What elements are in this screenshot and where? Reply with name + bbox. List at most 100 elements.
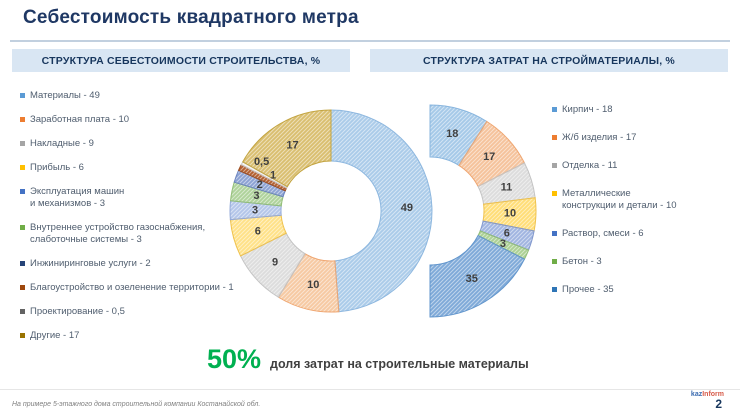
legend-item-label: Внутреннее устройство газоснабжения, сла… xyxy=(30,222,206,245)
footer-divider xyxy=(0,389,740,390)
donut-slice-hatch xyxy=(458,121,525,187)
legend-item: Материалы - 49 xyxy=(20,90,246,102)
donut-slice-hatch xyxy=(242,110,331,187)
donut-slice-hatch xyxy=(234,170,286,197)
legend-item: Прибыль - 6 xyxy=(20,162,246,174)
legend-item: Другие - 17 xyxy=(20,330,246,342)
left-panel-header-label: СТРУКТУРА СЕБЕСТОИМОСТИ СТРОИТЕЛЬСТВА, % xyxy=(41,54,321,67)
donut-slice-hatch xyxy=(229,200,282,220)
legend-marker-icon xyxy=(20,225,25,230)
slice-value-label: 17 xyxy=(286,140,298,152)
logo-part-inform: Inform xyxy=(702,391,724,398)
legend-marker-icon xyxy=(20,117,25,122)
legend-item: Заработная плата - 10 xyxy=(20,114,246,126)
slice-value-label: 11 xyxy=(501,182,513,194)
key-figure-callout: 50% доля затрат на строительные материал… xyxy=(207,344,529,375)
legend-item-label: Эксплуатация машин и механизмов - 3 xyxy=(30,186,125,209)
legend-item-label: Прибыль - 6 xyxy=(30,162,84,173)
donut-slice-hatch xyxy=(230,182,284,206)
donut-slice-hatch xyxy=(478,162,536,205)
legend-marker-icon xyxy=(552,287,557,292)
slice-value-label: 6 xyxy=(255,226,261,238)
slice-value-label: 35 xyxy=(466,273,478,285)
legend-item: Проектирование - 0,5 xyxy=(20,306,246,318)
legend-marker-icon xyxy=(552,135,557,140)
legend-marker-icon xyxy=(20,285,25,290)
legend-item: Эксплуатация машин и механизмов - 3 xyxy=(20,186,246,210)
right-panel-header: СТРУКТУРА ЗАТРАТ НА СТРОЙМАТЕРИАЛЫ, % xyxy=(370,49,728,72)
legend-item-label: Прочее - 35 xyxy=(562,284,614,295)
kazinform-logo: kazInform xyxy=(691,391,724,398)
legend-item-label: Материалы - 49 xyxy=(30,90,100,101)
legend-item: Раствор, смеси - 6 xyxy=(552,228,734,240)
legend-item: Прочее - 35 xyxy=(552,284,734,296)
donut-slice-hatch xyxy=(430,235,525,317)
donut-slice-border xyxy=(242,109,332,188)
legend-item-label: Бетон - 3 xyxy=(562,256,602,267)
legend-item-label: Накладные - 9 xyxy=(30,138,94,149)
donut-slice-hatch xyxy=(483,197,536,231)
footnote: На примере 5-этажного дома строительной … xyxy=(12,401,261,408)
cost-structure-legend: Материалы - 49 Заработная плата - 10 Нак… xyxy=(20,90,246,354)
legend-item-label: Кирпич - 18 xyxy=(562,104,613,115)
legend-item-label: Металлические конструкции и детали - 10 xyxy=(562,188,677,211)
page-number: 2 xyxy=(715,397,722,411)
materials-cost-half-donut: 18 17 11 10 63 35 xyxy=(429,104,537,318)
legend-marker-icon xyxy=(20,333,25,338)
legend-item: Накладные - 9 xyxy=(20,138,246,150)
slice-value-label: 18 xyxy=(446,128,458,140)
legend-marker-icon xyxy=(552,231,557,236)
legend-item: Металлические конструкции и детали - 10 xyxy=(552,188,734,212)
legend-item-label: Раствор, смеси - 6 xyxy=(562,228,644,239)
key-figure-value: 50% xyxy=(207,344,262,374)
legend-marker-icon xyxy=(20,165,25,170)
legend-item: Бетон - 3 xyxy=(552,256,734,268)
donut-slice-hatch xyxy=(240,233,305,298)
donut-slice-hatch xyxy=(278,253,339,312)
legend-item-label: Проектирование - 0,5 xyxy=(30,306,125,317)
right-panel-header-label: СТРУКТУРА ЗАТРАТ НА СТРОЙМАТЕРИАЛЫ, % xyxy=(423,54,675,67)
slice-value-label: 3 xyxy=(500,238,506,250)
slice-value-label: 3 xyxy=(253,190,259,202)
legend-item-label: Благоустройство и озеленение территории … xyxy=(30,282,234,293)
legend-marker-icon xyxy=(552,163,557,168)
legend-marker-icon xyxy=(20,261,25,266)
slice-value-label: 10 xyxy=(504,208,516,220)
legend-item: Ж/б изделия - 17 xyxy=(552,132,734,144)
page-title: Себестоимость квадратного метра xyxy=(23,7,359,28)
legend-item-label: Заработная плата - 10 xyxy=(30,114,130,125)
slice-value-label: 2 xyxy=(257,179,263,191)
donut-slice-border xyxy=(429,234,526,318)
donut-slice-hatch xyxy=(430,105,487,166)
legend-item: Кирпич - 18 xyxy=(552,104,734,116)
legend-marker-icon xyxy=(20,309,25,314)
slice-value-label: 10 xyxy=(307,279,319,291)
legend-marker-icon xyxy=(20,141,25,146)
donut-slice-hatch xyxy=(230,215,287,256)
legend-marker-icon xyxy=(552,259,557,264)
legend-item-label: Ж/б изделия - 17 xyxy=(562,132,637,143)
slice-value-label: 1 xyxy=(270,169,276,181)
legend-item: Инжиниринговые услуги - 2 xyxy=(20,258,246,270)
legend-item: Отделка - 11 xyxy=(552,160,734,172)
legend-marker-icon xyxy=(20,189,25,194)
legend-marker-icon xyxy=(552,191,557,196)
legend-item-label: Инжиниринговые услуги - 2 xyxy=(30,258,151,269)
slice-value-label: 17 xyxy=(483,151,495,163)
left-panel-header: СТРУКТУРА СЕБЕСТОИМОСТИ СТРОИТЕЛЬСТВА, % xyxy=(12,49,350,72)
slice-value-label: 49 xyxy=(401,202,413,214)
slice-value-label: 9 xyxy=(272,256,278,268)
logo-part-kaz: kaz xyxy=(690,391,703,398)
legend-item: Внутреннее устройство газоснабжения, сла… xyxy=(20,222,246,246)
materials-cost-legend: Кирпич - 18 Ж/б изделия - 17 Отделка - 1… xyxy=(552,104,734,312)
legend-item-label: Отделка - 11 xyxy=(562,160,618,171)
title-divider xyxy=(10,40,730,42)
legend-marker-icon xyxy=(20,93,25,98)
key-figure-text: доля затрат на строительные материалы xyxy=(270,357,529,371)
donut-slice-hatch xyxy=(238,164,287,191)
slice-value-label: 0,5 xyxy=(254,156,269,168)
donut-slice-hatch xyxy=(478,230,529,260)
donut-slice-border xyxy=(330,109,433,313)
legend-item: Благоустройство и озеленение территории … xyxy=(20,282,246,294)
